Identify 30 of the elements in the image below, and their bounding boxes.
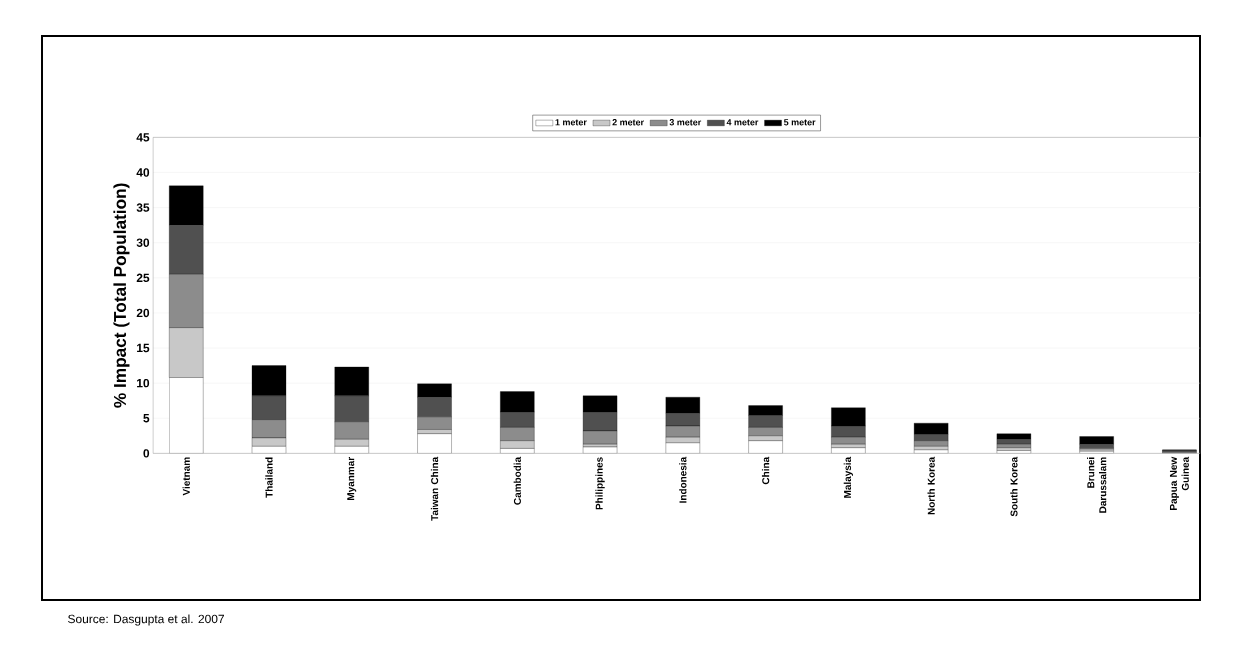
x-tick-label: Philippines bbox=[595, 457, 605, 510]
x-tick-label: Taiwan China bbox=[430, 456, 439, 521]
x-tick-label: Cambodia bbox=[513, 456, 521, 505]
y-tick-label: 20 bbox=[136, 308, 150, 318]
y-tick-label: 0 bbox=[143, 449, 150, 458]
x-tick-label: South Korea bbox=[1010, 456, 1018, 517]
source-note: Source: Dasgupta et al. 2007 bbox=[68, 614, 224, 626]
legend-label: 2 meter bbox=[612, 119, 644, 126]
y-tick-label: 45 bbox=[136, 133, 150, 142]
x-tick-label: Vietnam bbox=[182, 457, 190, 496]
y-tick-label: 40 bbox=[136, 168, 150, 177]
y-tick-label: 10 bbox=[137, 378, 150, 388]
y-axis-title: % Impact (Total Population) bbox=[113, 183, 130, 408]
y-tick-label: 5 bbox=[143, 414, 150, 423]
legend-label: 1 meter bbox=[555, 119, 587, 126]
legend-label: 5 meter bbox=[783, 119, 816, 126]
x-tick-label: Thailand bbox=[265, 457, 273, 498]
x-tick-label: China bbox=[761, 456, 770, 485]
x-tick-label: Indonesia bbox=[679, 456, 687, 503]
y-tick-label: 30 bbox=[136, 238, 150, 247]
x-tick-label: Brunei Darussalam bbox=[1087, 457, 1107, 513]
y-tick-label: 35 bbox=[136, 203, 150, 212]
x-tick-label: North Korea bbox=[927, 456, 935, 515]
legend-label: 4 meter bbox=[726, 119, 759, 126]
legend-label: 3 meter bbox=[669, 119, 702, 126]
x-tick-label: Malaysia bbox=[843, 456, 853, 498]
y-tick-label: 15 bbox=[137, 343, 150, 353]
x-tick-label: Myanmar bbox=[347, 457, 357, 500]
x-tick-label: Papua New Guinea bbox=[1169, 456, 1189, 510]
y-tick-label: 25 bbox=[136, 273, 150, 283]
